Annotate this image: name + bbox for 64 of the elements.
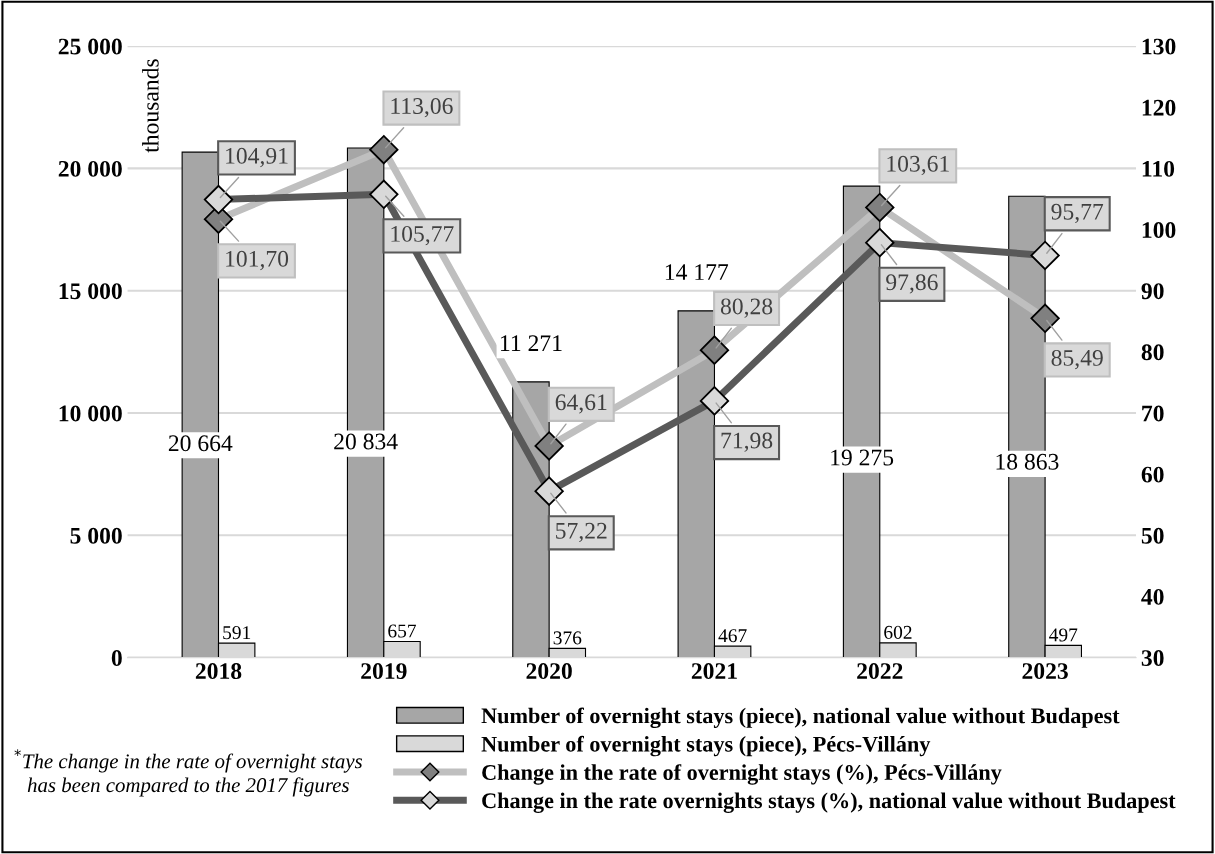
data-label: 101,70 xyxy=(226,250,289,271)
y2-tick-label: 70 xyxy=(1142,405,1164,422)
y2-tick-label: 130 xyxy=(1142,38,1176,55)
y2-tick-label: 110 xyxy=(1142,160,1175,177)
data-label: 591 xyxy=(223,626,251,640)
data-label: 602 xyxy=(884,625,912,639)
point xyxy=(369,179,399,209)
point xyxy=(534,476,564,506)
x-tick-label: 2021 xyxy=(691,663,737,680)
data-label: 497 xyxy=(1049,628,1078,642)
x-tick-label: 2020 xyxy=(526,663,572,680)
y2-tick-label: 80 xyxy=(1141,344,1164,361)
data-label: 80,28 xyxy=(720,298,773,318)
data-label: 18 863 xyxy=(996,453,1059,470)
y2-tick-label: 50 xyxy=(1141,527,1164,544)
data-label: 95,77 xyxy=(1051,203,1104,224)
y2-tick-label: 120 xyxy=(1142,99,1176,116)
legend-label: Change in the rate of overnight stays (%), Pécs-Villány xyxy=(482,764,1002,785)
y2-tick-label: 40 xyxy=(1141,588,1164,605)
data-label: 71,98 xyxy=(721,432,773,452)
y-tick-label: 20 000 xyxy=(58,160,122,177)
x-tick-label: 2019 xyxy=(361,663,407,680)
x-tick-label: 2018 xyxy=(195,663,242,680)
point xyxy=(203,184,234,215)
point xyxy=(865,227,895,258)
data-label: 14 177 xyxy=(665,264,729,280)
legend-label: Change in the rate overnights stays (%), national value without Budapest xyxy=(482,792,1176,813)
data-label: 376 xyxy=(553,631,582,645)
data-label: 19 275 xyxy=(831,449,894,466)
point xyxy=(699,335,730,365)
data-label: 103,61 xyxy=(887,155,949,176)
legend-label: Number of overnight stays (piece), national value without Budapest xyxy=(481,707,1120,729)
x-tick-label: 2023 xyxy=(1022,663,1068,680)
point xyxy=(865,192,895,223)
data-label: 85,49 xyxy=(1051,349,1103,370)
data-label: 11 271 xyxy=(501,335,562,351)
data-label: 104,91 xyxy=(226,147,288,168)
legend-label: Number of overnight stays (piece), Pécs-Villány xyxy=(481,735,931,757)
point xyxy=(369,135,399,165)
data-label: 20 834 xyxy=(334,433,398,450)
data-label: 657 xyxy=(388,624,417,638)
y2-tick-label: 30 xyxy=(1141,650,1164,666)
point xyxy=(1030,240,1060,271)
y2-tick-label: 60 xyxy=(1141,466,1164,483)
data-label: 467 xyxy=(718,629,747,643)
y-tick-label: 5 000 xyxy=(70,527,122,544)
data-label: 20 664 xyxy=(168,435,233,452)
point xyxy=(1030,303,1060,333)
point xyxy=(699,386,730,416)
y-axis-title: thousands xyxy=(142,59,159,153)
y-tick-label: 15 000 xyxy=(59,283,122,300)
data-label: 57,22 xyxy=(556,522,607,543)
data-label: 113,06 xyxy=(391,98,453,118)
y2-tick-label: 90 xyxy=(1141,283,1164,300)
data-label: 105,77 xyxy=(391,225,454,246)
data-label: 97,86 xyxy=(886,274,938,294)
y-tick-label: 0 xyxy=(111,650,122,666)
point xyxy=(534,431,564,461)
x-tick-label: 2022 xyxy=(857,663,903,680)
y2-tick-label: 100 xyxy=(1142,222,1176,238)
text: $^{*}$The change in the rate of overnight stays has been compared to the 2017 figures xyxy=(14,749,363,797)
data-label: 64,61 xyxy=(555,394,607,414)
y-tick-label: 25 000 xyxy=(58,38,122,55)
y-tick-label: 10 000 xyxy=(59,405,122,422)
